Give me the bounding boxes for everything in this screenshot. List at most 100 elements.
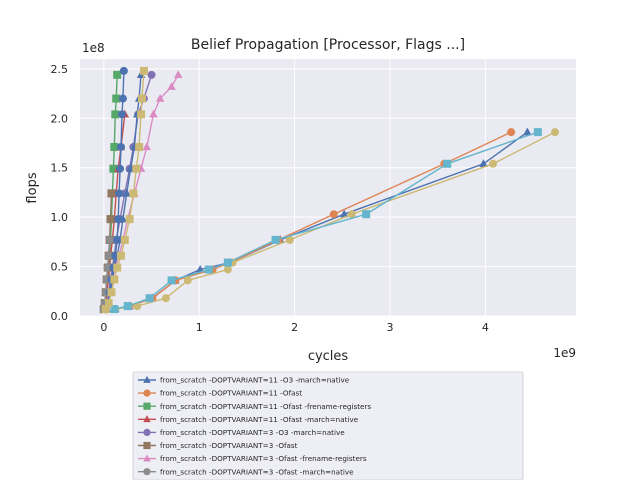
data-point: [347, 210, 356, 219]
data-point: [115, 189, 124, 198]
legend-marker: [143, 375, 151, 383]
data-point: [123, 302, 132, 311]
data-point: [147, 70, 156, 79]
y-tick-label: 1.0: [51, 211, 69, 224]
data-point: [204, 265, 213, 274]
data-point: [132, 164, 141, 173]
data-point: [106, 215, 115, 224]
data-point: [443, 159, 452, 168]
series-line: [114, 131, 539, 310]
data-point: [523, 127, 532, 136]
data-point: [110, 142, 119, 151]
x-tick-label: 3: [387, 321, 394, 334]
data-point: [107, 189, 116, 198]
data-point: [112, 94, 121, 103]
data-point: [161, 294, 170, 303]
legend-marker: [143, 428, 151, 436]
legend: from_scratch -DOPTVARIANT=11 -O3 -march=…: [132, 371, 524, 480]
data-point: [113, 263, 122, 272]
series-layer: [99, 66, 560, 314]
legend-marker: [143, 441, 151, 450]
data-point: [145, 294, 154, 303]
y-multiplier: 1e8: [82, 41, 105, 55]
x-tick-label: 4: [482, 321, 489, 334]
data-point: [118, 214, 128, 223]
x-tick-label: 1: [196, 321, 203, 334]
x-tick-label: 2: [291, 321, 298, 334]
x-multiplier: 1e9: [553, 346, 576, 360]
data-point: [139, 66, 148, 75]
x-tick-label: 0: [100, 321, 107, 334]
legend-entry: from_scratch -DOPTVARIANT=11 -Ofast -fre…: [160, 402, 371, 411]
data-point: [340, 209, 349, 218]
y-tick-label: 2.5: [51, 63, 69, 76]
legend-marker: [143, 402, 151, 410]
legend-entry: from_scratch -DOPTVARIANT=3 -Ofast -fren…: [160, 454, 367, 463]
legend-entry: from_scratch -DOPTVARIANT=11 -O3 -march=…: [160, 376, 350, 385]
y-axis-title: flops: [25, 172, 40, 203]
data-point: [167, 82, 176, 90]
data-point: [223, 258, 232, 267]
data-point: [116, 164, 125, 173]
data-point: [362, 210, 371, 219]
plot-background: [80, 59, 576, 316]
data-point: [183, 276, 192, 285]
data-point: [223, 265, 232, 274]
data-point: [137, 110, 146, 119]
data-point: [149, 109, 158, 118]
data-point: [533, 128, 542, 137]
data-point: [507, 128, 516, 137]
data-point: [110, 275, 119, 284]
legend-marker: [143, 468, 151, 476]
data-point: [271, 235, 280, 244]
data-point: [117, 251, 126, 260]
data-point: [110, 305, 119, 314]
data-point: [551, 128, 560, 137]
data-point: [118, 94, 127, 103]
legend-marker: [143, 389, 151, 397]
data-point: [120, 235, 129, 244]
data-point: [479, 159, 488, 167]
data-point: [142, 142, 151, 151]
legend-entry: from_scratch -DOPTVARIANT=3 -Ofast -marc…: [160, 467, 354, 476]
series-12: [101, 66, 148, 314]
series-9: [110, 128, 542, 314]
y-tick-label: 0.0: [51, 310, 69, 323]
y-tick-label: 0.5: [51, 261, 69, 274]
data-point: [103, 263, 112, 272]
legend-marker: [143, 454, 151, 462]
y-tick-label: 2.0: [51, 112, 69, 125]
data-point: [174, 70, 183, 79]
legend-marker: [143, 415, 151, 423]
data-point: [329, 210, 338, 219]
data-point: [129, 189, 138, 198]
data-point: [122, 188, 131, 197]
x-axis-title: cycles: [308, 349, 349, 364]
data-point: [104, 251, 113, 260]
data-point: [119, 66, 128, 75]
data-point: [138, 94, 146, 103]
data-point: [489, 159, 498, 168]
data-point: [135, 142, 144, 151]
data-point: [111, 110, 120, 119]
chart-title: Belief Propagation [Processor, Flags ...…: [191, 37, 465, 53]
legend-entry: from_scratch -DOPTVARIANT=11 -Ofast -mar…: [160, 415, 359, 424]
data-point: [109, 164, 118, 173]
data-point: [117, 142, 126, 151]
data-point: [155, 93, 165, 102]
data-point: [104, 299, 113, 308]
legend-entry: from_scratch -DOPTVARIANT=3 -O3 -march=n…: [160, 428, 345, 437]
data-point: [167, 276, 176, 285]
data-point: [113, 70, 122, 79]
data-point: [117, 110, 126, 119]
data-point: [105, 235, 114, 244]
legend-entry: from_scratch -DOPTVARIANT=11 -Ofast: [160, 389, 302, 398]
legend-frame: [132, 371, 524, 480]
data-point: [125, 215, 134, 224]
data-point: [107, 288, 116, 297]
data-point: [101, 305, 110, 314]
y-tick-label: 1.5: [51, 162, 69, 175]
data-point: [285, 235, 294, 244]
series-line: [115, 131, 512, 310]
